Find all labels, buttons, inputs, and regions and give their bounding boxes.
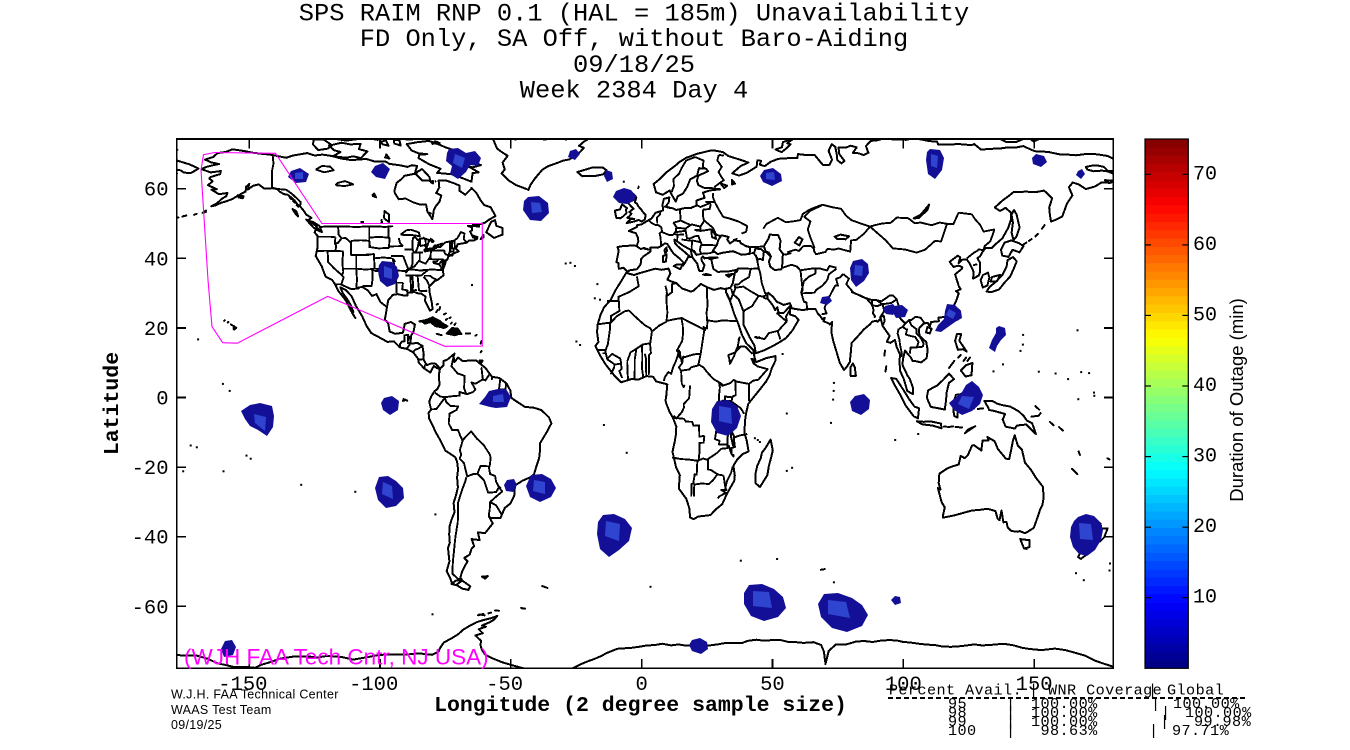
svg-text:Duration of Outage (min): Duration of Outage (min) — [1226, 298, 1247, 502]
svg-text:-100: -100 — [349, 674, 398, 697]
svg-text:|: | — [1006, 704, 1016, 722]
svg-text:| Global: | Global — [1148, 682, 1224, 700]
svg-text:150: 150 — [1016, 674, 1053, 697]
svg-text:0: 0 — [156, 389, 168, 412]
svg-text:98: 98 — [948, 704, 967, 722]
svg-text:100.00%: 100.00% — [1031, 713, 1098, 731]
svg-text:-150: -150 — [218, 674, 267, 697]
svg-text:60: 60 — [144, 180, 169, 203]
svg-text:0: 0 — [635, 674, 647, 697]
svg-text:(WJH FAA Tech Cntr, NJ USA): (WJH FAA Tech Cntr, NJ USA) — [184, 645, 489, 670]
svg-text:100.00%: 100.00% — [1031, 695, 1098, 713]
svg-text:| WNR Coverage: | WNR Coverage — [1029, 682, 1162, 700]
svg-text:|: | — [1006, 695, 1016, 713]
svg-text:|: | — [1160, 713, 1170, 731]
svg-text:-40: -40 — [132, 528, 169, 551]
svg-text:100.00%: 100.00% — [1173, 695, 1240, 713]
svg-text:09/18/25: 09/18/25 — [573, 51, 695, 80]
svg-text:100.00%: 100.00% — [1031, 704, 1098, 722]
svg-text:|: | — [1161, 704, 1171, 722]
svg-text:97.71%: 97.71% — [1172, 722, 1230, 740]
svg-text:09/19/25: 09/19/25 — [171, 718, 222, 732]
svg-text:FD Only, SA Off, without Baro-: FD Only, SA Off, without Baro-Aiding — [360, 25, 909, 54]
svg-text:|: | — [1006, 713, 1016, 731]
svg-text:70: 70 — [1193, 163, 1217, 186]
svg-text:100.00%: 100.00% — [1185, 704, 1252, 722]
svg-text:10: 10 — [1193, 587, 1217, 610]
svg-text:20: 20 — [1193, 516, 1217, 539]
svg-text:40: 40 — [1193, 375, 1217, 398]
svg-text:-20: -20 — [132, 458, 169, 481]
svg-text:-60: -60 — [132, 597, 169, 620]
svg-text:40: 40 — [144, 249, 169, 272]
svg-text:20: 20 — [144, 319, 169, 342]
svg-text:Longitude (2 degree sample siz: Longitude (2 degree sample size) — [434, 694, 847, 718]
svg-text:W.J.H. FAA Technical Center: W.J.H. FAA Technical Center — [171, 688, 339, 702]
svg-text:Percent Avail.: Percent Avail. — [889, 682, 1022, 700]
svg-text:98.63%: 98.63% — [1031, 722, 1098, 740]
svg-text:100: 100 — [885, 674, 922, 697]
svg-text:|: | — [1149, 722, 1159, 740]
svg-text:60: 60 — [1193, 234, 1217, 257]
svg-text:WAAS Test Team: WAAS Test Team — [171, 703, 272, 717]
svg-text:99.98%: 99.98% — [1194, 713, 1252, 731]
svg-text:30: 30 — [1193, 446, 1217, 469]
svg-text:Week 2384 Day 4: Week 2384 Day 4 — [520, 77, 749, 106]
svg-text:50: 50 — [760, 674, 785, 697]
svg-text:|: | — [1151, 695, 1161, 713]
svg-text:|: | — [1006, 722, 1016, 740]
svg-text:Latitude: Latitude — [101, 352, 125, 455]
svg-text:100: 100 — [948, 722, 977, 740]
svg-text:99: 99 — [948, 713, 967, 731]
svg-text:SPS RAIM RNP 0.1 (HAL = 185m): SPS RAIM RNP 0.1 (HAL = 185m) Unavailabi… — [299, 0, 969, 29]
svg-text:50: 50 — [1193, 304, 1217, 327]
svg-text:95: 95 — [948, 695, 967, 713]
svg-text:-50: -50 — [486, 674, 523, 697]
